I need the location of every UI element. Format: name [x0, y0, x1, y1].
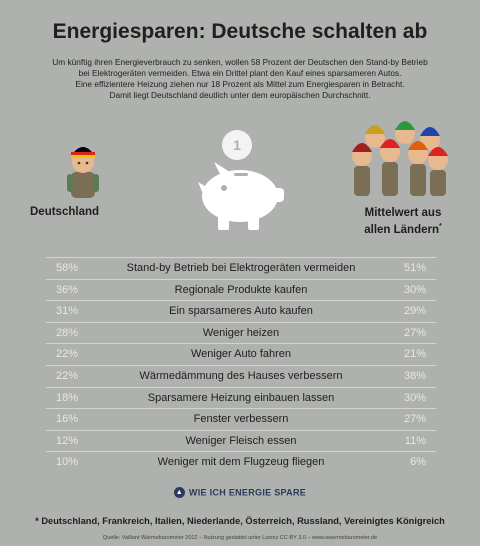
intro-line: Um künftig ihren Energieverbrauch zu sen… — [52, 57, 428, 67]
source-note: Quelle: Vaillant Wärmebarometer 2012 – N… — [102, 535, 378, 541]
energy-tips-link[interactable]: ▲ WIE ICH ENERGIE SPARE — [0, 487, 480, 499]
value-deutschland: 12% — [56, 434, 79, 447]
value-mittelwert: 21% — [403, 348, 426, 361]
row-label: Ein sparsameres Auto kaufen — [169, 305, 313, 318]
value-deutschland: 18% — [56, 391, 79, 404]
table-row: 12% Weniger Fleisch essen 11% — [46, 429, 436, 452]
label-deutschland: Deutschland — [30, 206, 100, 218]
row-label: Wärmedämmung des Hauses verbessern — [139, 369, 343, 382]
value-deutschland: 28% — [56, 326, 79, 339]
label-mittelwert-line2: allen Ländern* — [348, 220, 458, 237]
label-mittelwert-line1: Mittelwert aus — [364, 207, 442, 219]
intro-line: bei Elektrogeräten vermeiden. Etwa ein D… — [78, 68, 402, 78]
value-mittelwert: 30% — [403, 391, 426, 404]
value-deutschland: 16% — [56, 413, 79, 426]
value-mittelwert: 51% — [403, 262, 426, 274]
table-row: 58% Stand-by Betrieb bei Elektrogeräten v… — [46, 257, 436, 279]
value-mittelwert: 38% — [403, 369, 426, 382]
table-row: 22% Wärmedämmung des Hauses verbessern 38% — [46, 364, 436, 387]
energy-tips-link-text: WIE ICH ENERGIE SPARE — [188, 487, 307, 498]
row-label: Sparsamere Heizung einbauen lassen — [147, 391, 335, 404]
table-row: 10% Weniger mit dem Flugzeug fliegen 6% — [46, 451, 436, 473]
table-row: 36% Regionale Produkte kaufen 30% — [46, 278, 436, 301]
germany-person-illustration — [67, 147, 99, 198]
piggy-bank-icon — [198, 162, 284, 230]
row-label: Weniger heizen — [202, 326, 280, 339]
value-mittelwert: 27% — [403, 326, 426, 339]
row-label: Stand-by Betrieb bei Elektrogeräten verm… — [126, 262, 356, 274]
footnote-mark: * — [439, 223, 442, 230]
value-deutschland: 58% — [56, 262, 79, 274]
group-people-illustration — [352, 121, 448, 196]
row-label: Weniger Fleisch essen — [185, 434, 297, 447]
value-mittelwert: 29% — [403, 305, 426, 318]
table-row: 22% Weniger Auto fahren 21% — [46, 343, 436, 365]
label-mittelwert: Mittelwert aus allen Ländern* — [348, 206, 458, 237]
chevron-up-icon: ▲ — [173, 487, 185, 499]
coin-label: 1 — [233, 137, 241, 153]
row-label: Weniger Auto fahren — [190, 348, 292, 361]
value-mittelwert: 30% — [403, 283, 426, 296]
value-mittelwert: 11% — [404, 434, 426, 447]
comparison-table: 58% Stand-by Betrieb bei Elektrogeräten v… — [46, 257, 436, 473]
coin-icon: 1 — [222, 130, 252, 160]
intro-text: Um künftig ihren Energieverbrauch zu sen… — [20, 57, 460, 101]
value-deutschland: 36% — [56, 283, 79, 296]
footnote: * Deutschland, Frankreich, Italien, Nied… — [35, 516, 445, 526]
value-deutschland: 22% — [56, 369, 79, 382]
value-deutschland: 31% — [56, 305, 79, 318]
value-mittelwert: 6% — [410, 456, 426, 469]
table-row: 28% Weniger heizen 27% — [46, 321, 436, 344]
table-row: 31% Ein sparsameres Auto kaufen 29% — [46, 300, 436, 322]
row-label: Fenster verbessern — [193, 413, 289, 426]
value-deutschland: 22% — [56, 348, 79, 361]
intro-line: Damit liegt Deutschland deutlich unter d… — [109, 90, 371, 100]
value-deutschland: 10% — [56, 456, 79, 469]
value-mittelwert: 27% — [403, 413, 426, 426]
row-label: Weniger mit dem Flugzeug fliegen — [157, 456, 325, 469]
page-title: Energiesparen: Deutsche schalten ab — [52, 20, 428, 43]
intro-line: Eine effizientere Heizung ziehen nur 18 … — [75, 79, 405, 89]
row-label: Regionale Produkte kaufen — [174, 283, 308, 296]
table-row: 16% Fenster verbessern 27% — [46, 408, 436, 430]
label-mittelwert-text: allen Ländern — [364, 223, 440, 236]
table-row: 18% Sparsamere Heizung einbauen lassen 30% — [46, 386, 436, 409]
